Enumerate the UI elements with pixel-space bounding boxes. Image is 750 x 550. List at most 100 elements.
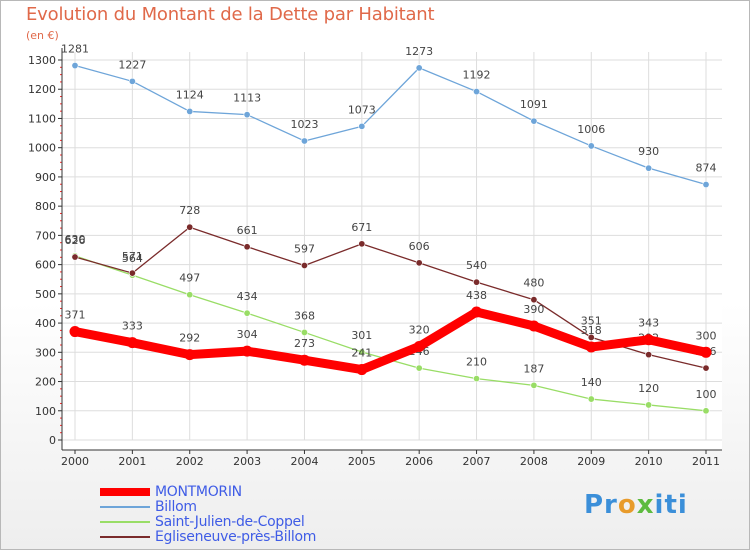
data-label: 1227: [118, 58, 146, 71]
data-label: 100: [696, 388, 717, 401]
y-tick-label: 900: [35, 171, 56, 184]
data-label: 318: [581, 324, 602, 337]
data-point: [587, 395, 595, 403]
x-tick-label: 2001: [118, 455, 146, 468]
data-label: 1091: [520, 98, 548, 111]
series-line-1: [74, 64, 707, 186]
x-tick-label: 2010: [635, 455, 663, 468]
y-tick-label: 0: [49, 434, 56, 447]
legend-item-billom: Billom: [100, 499, 360, 515]
data-point: [530, 117, 538, 125]
data-label: 1113: [233, 92, 261, 105]
data-label: 480: [523, 277, 544, 290]
data-label: 273: [294, 337, 315, 350]
data-label: 292: [179, 332, 200, 345]
data-point: [300, 137, 308, 145]
data-label: 343: [638, 317, 659, 330]
y-tick-label: 600: [35, 259, 56, 272]
data-point: [700, 346, 712, 358]
data-label: 241: [351, 347, 372, 360]
data-label: 301: [351, 329, 372, 342]
data-point: [415, 64, 423, 72]
data-label: 300: [696, 329, 717, 342]
data-label: 434: [237, 290, 258, 303]
data-point: [530, 296, 538, 304]
data-point: [71, 62, 79, 70]
x-tick-label: 2008: [520, 455, 548, 468]
data-point: [473, 278, 481, 286]
data-label: 438: [466, 289, 487, 302]
legend-label: Saint-Julien-de-Coppel: [155, 514, 305, 530]
x-tick-label: 2005: [348, 455, 376, 468]
series-line-0: [70, 307, 711, 375]
chart-title: Evolution du Montant de la Dette par Hab…: [26, 4, 435, 25]
data-point: [645, 351, 653, 359]
data-label: 304: [237, 328, 258, 341]
legend-swatch: [100, 488, 150, 496]
data-label: 320: [409, 323, 430, 336]
data-label: 351: [581, 314, 602, 327]
data-point: [702, 364, 710, 372]
data-label: 1192: [463, 69, 491, 82]
data-point: [300, 261, 308, 269]
data-point: [587, 142, 595, 150]
data-point: [243, 243, 251, 251]
data-label: 661: [237, 224, 258, 237]
data-point: [473, 88, 481, 96]
data-point: [585, 341, 597, 353]
data-label: 597: [294, 242, 315, 255]
data-point: [358, 240, 366, 248]
legend-item-egliseneuve: Egliseneuve-près-Billom: [100, 529, 360, 545]
legend-label: Billom: [155, 499, 197, 515]
y-tick-label: 200: [35, 376, 56, 389]
data-point: [184, 349, 196, 361]
data-point: [186, 223, 194, 231]
data-label: 540: [466, 259, 487, 272]
data-label: 564: [122, 252, 143, 265]
data-label: 1124: [176, 88, 204, 101]
data-point: [243, 309, 251, 317]
data-label: 1073: [348, 103, 376, 116]
data-point: [186, 107, 194, 115]
data-point: [128, 77, 136, 85]
unit-label: (en €): [26, 29, 59, 42]
plot-area: [62, 48, 722, 450]
data-point: [530, 381, 538, 389]
legend-item-saint-julien: Saint-Julien-de-Coppel: [100, 514, 360, 530]
y-tick-label: 400: [35, 317, 56, 330]
data-point: [643, 334, 655, 346]
data-point: [298, 354, 310, 366]
x-tick-label: 2003: [233, 455, 261, 468]
data-point: [473, 375, 481, 383]
data-point: [645, 164, 653, 172]
data-label: 606: [409, 240, 430, 253]
x-tick-label: 2009: [577, 455, 605, 468]
data-label: 1281: [61, 43, 89, 56]
data-point: [415, 364, 423, 372]
x-tick-label: 2011: [692, 455, 720, 468]
x-tick-label: 2002: [176, 455, 204, 468]
legend-item-montmorin: MONTMORIN: [100, 484, 360, 500]
data-point: [645, 401, 653, 409]
data-point: [528, 320, 540, 332]
data-label: 1023: [290, 118, 318, 131]
data-point: [587, 333, 595, 341]
x-tick-label: 2006: [405, 455, 433, 468]
y-tick-label: 800: [35, 200, 56, 213]
data-point: [243, 111, 251, 119]
y-tick-label: 1300: [28, 54, 56, 67]
data-point: [358, 122, 366, 130]
x-tick-label: 2000: [61, 455, 89, 468]
data-point: [415, 259, 423, 267]
data-point: [186, 291, 194, 299]
x-tick-label: 2007: [463, 455, 491, 468]
data-point: [471, 306, 483, 318]
data-label: 728: [179, 204, 200, 217]
y-tick-label: 300: [35, 346, 56, 359]
data-point: [126, 337, 138, 349]
data-label: 140: [581, 376, 602, 389]
data-label: 874: [696, 162, 717, 175]
data-label: 187: [523, 362, 544, 375]
y-tick-label: 700: [35, 229, 56, 242]
